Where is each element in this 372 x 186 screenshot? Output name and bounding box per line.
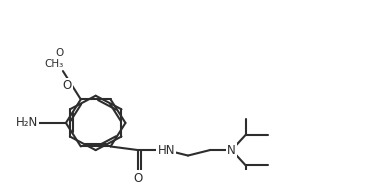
Text: N: N [227, 144, 236, 157]
Text: H₂N: H₂N [16, 116, 38, 129]
Text: O: O [134, 172, 143, 185]
Text: O: O [62, 79, 72, 92]
Text: HN: HN [157, 144, 175, 157]
Text: O
CH₃: O CH₃ [45, 48, 64, 69]
